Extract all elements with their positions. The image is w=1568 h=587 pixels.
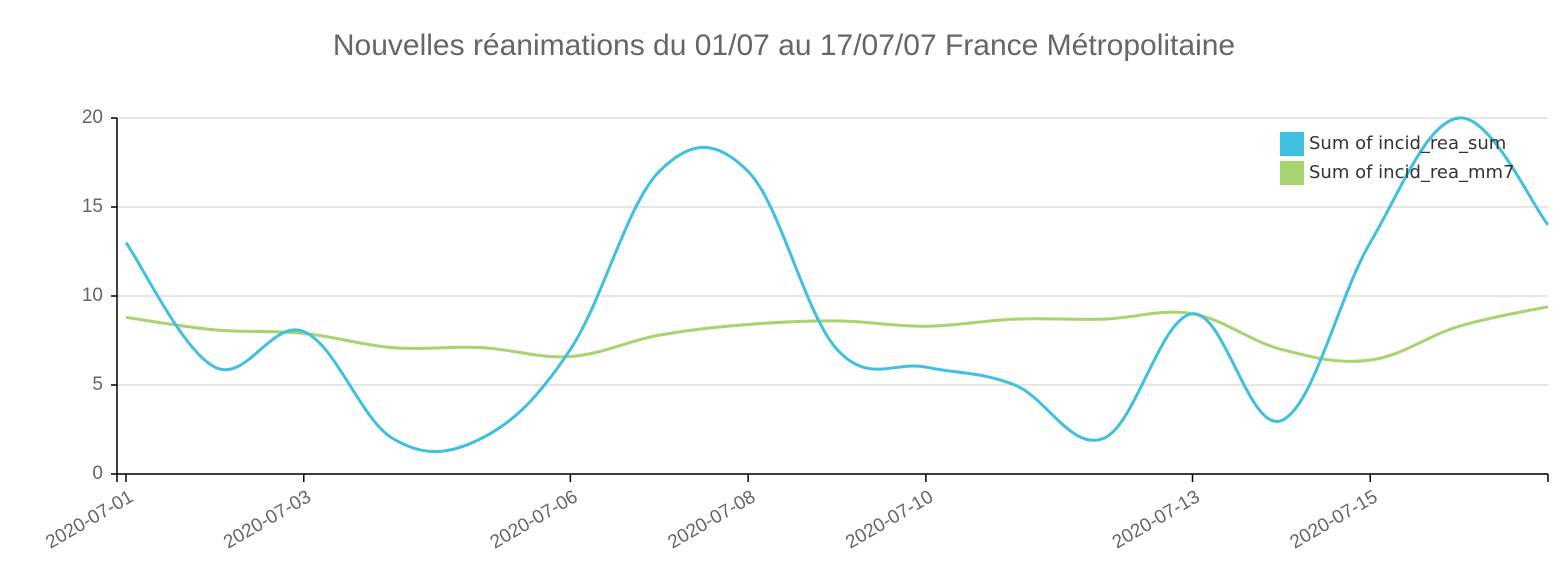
x-tick-label: 2020-07-10 — [842, 486, 937, 553]
y-tick-label: 20 — [82, 107, 103, 128]
legend-swatch — [1280, 132, 1304, 156]
legend-label: Sum of incid_rea_sum — [1309, 133, 1506, 154]
legend-label: Sum of incid_rea_mm7 — [1309, 162, 1515, 183]
chart-title: Nouvelles réanimations du 01/07 au 17/07… — [333, 29, 1235, 62]
series-line — [125, 305, 1549, 363]
x-tick-label: 2020-07-15 — [1287, 486, 1382, 553]
series-line — [124, 116, 1550, 454]
y-tick-label: 5 — [92, 374, 103, 395]
y-tick-label: 0 — [92, 463, 103, 484]
x-tick-label: 2020-07-08 — [664, 486, 759, 553]
y-tick-label: 10 — [82, 285, 103, 306]
x-tick-label: 2020-07-03 — [220, 486, 315, 553]
x-tick-label: 2020-07-13 — [1109, 486, 1204, 553]
legend-swatch — [1280, 161, 1304, 185]
x-tick-label: 2020-07-01 — [42, 486, 137, 553]
x-tick-label: 2020-07-06 — [487, 486, 582, 553]
y-tick-label: 15 — [82, 196, 103, 217]
